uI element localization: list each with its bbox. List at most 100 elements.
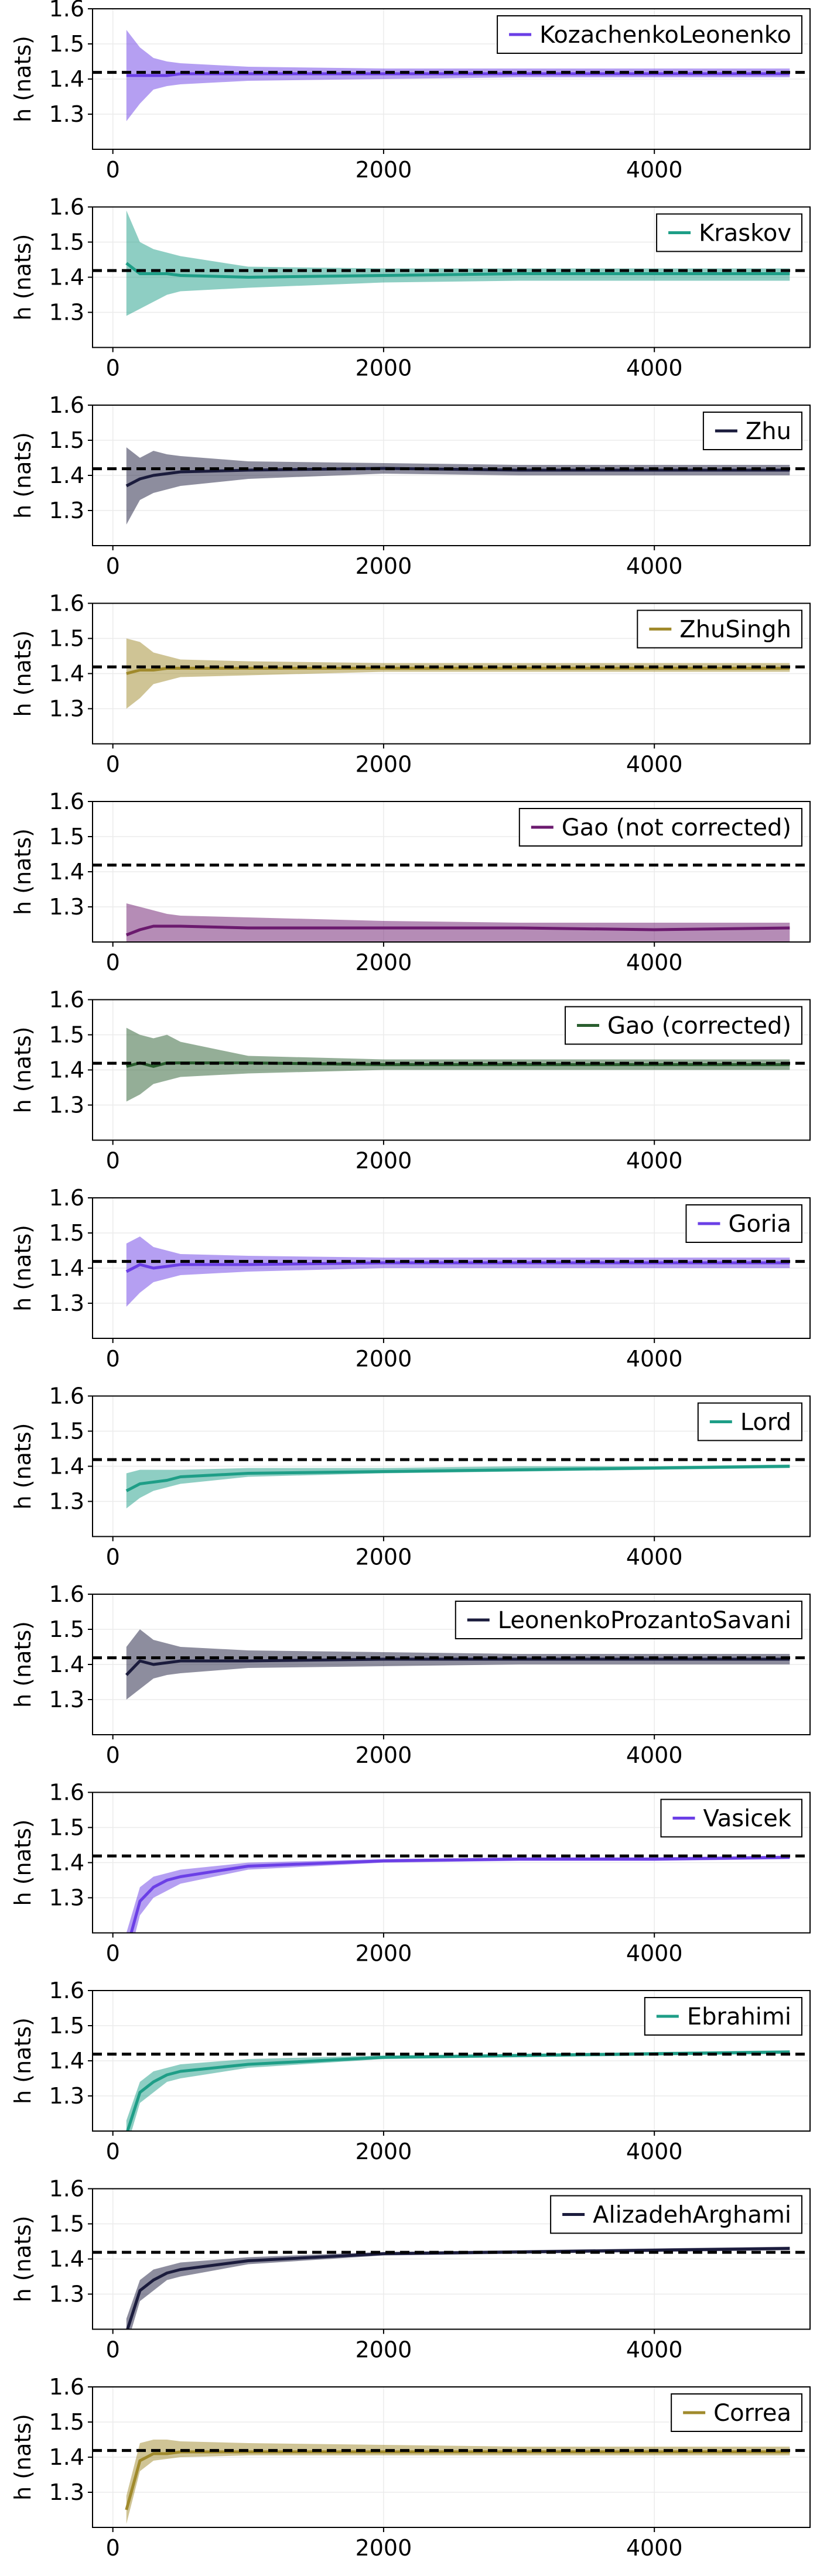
y-tick-label: 1.3 xyxy=(49,1687,84,1712)
y-tick-label: 1.6 xyxy=(49,1978,84,2003)
legend: Correa xyxy=(671,2393,802,2432)
legend: Vasicek xyxy=(660,1799,802,1838)
y-tick-label: 1.3 xyxy=(49,2282,84,2307)
y-tick-label: 1.5 xyxy=(49,1220,84,1246)
x-tick-label: 0 xyxy=(106,1346,120,1372)
plot-content xyxy=(93,210,810,316)
legend: KozachenkoLeonenko xyxy=(497,15,802,54)
y-tick-label: 1.4 xyxy=(49,1255,84,1281)
x-tick-label: 4000 xyxy=(626,1941,683,1967)
x-tick-label: 0 xyxy=(106,1941,120,1967)
x-tick-label: 2000 xyxy=(356,1346,412,1372)
y-tick-label: 1.4 xyxy=(49,1057,84,1083)
y-axis-label: h (nats) xyxy=(10,1027,36,1114)
plot-content xyxy=(93,638,810,709)
plot-content xyxy=(93,2440,810,2524)
y-tick-label: 1.3 xyxy=(49,1290,84,1316)
legend-entry-label: ZhuSingh xyxy=(679,616,791,643)
y-axis-label: h (nats) xyxy=(10,1820,36,1906)
x-tick-label: 4000 xyxy=(626,950,683,975)
x-tick-label: 2000 xyxy=(356,553,412,579)
legend: Kraskov xyxy=(656,213,802,252)
y-tick-label: 1.4 xyxy=(49,463,84,488)
mean-line xyxy=(126,2050,790,2131)
plot-content xyxy=(93,1458,810,1509)
y-tick-label: 1.5 xyxy=(49,229,84,255)
chart-panel: 1.3 1.4 1.5 1.6 0 2000 4000 h (nats) Gao (not co… xyxy=(10,789,811,975)
plot-content xyxy=(93,30,810,121)
y-tick-label: 1.4 xyxy=(49,66,84,92)
y-tick-label: 1.6 xyxy=(49,789,84,814)
y-axis-label: h (nats) xyxy=(10,432,36,519)
x-tick-label: 4000 xyxy=(626,1148,683,1174)
y-tick-label: 1.3 xyxy=(49,1489,84,1515)
legend-box xyxy=(497,15,802,54)
legend-entry-label: Lord xyxy=(740,1409,791,1436)
y-axis-label: h (nats) xyxy=(10,1225,36,1311)
y-axis-label: h (nats) xyxy=(10,36,36,122)
x-tick-label: 4000 xyxy=(626,2139,683,2164)
confidence-band xyxy=(126,903,790,942)
y-tick-label: 1.4 xyxy=(49,265,84,290)
x-tick-label: 0 xyxy=(106,2139,120,2164)
chart-panel: 1.3 1.4 1.5 1.6 0 2000 4000 h (nats) Correa xyxy=(10,2374,811,2561)
y-tick-label: 1.6 xyxy=(49,392,84,418)
x-tick-label: 4000 xyxy=(626,1742,683,1768)
x-tick-label: 2000 xyxy=(356,950,412,975)
y-tick-label: 1.4 xyxy=(49,1652,84,1677)
y-tick-label: 1.6 xyxy=(49,987,84,1013)
mean-line xyxy=(126,2247,790,2330)
x-tick-label: 4000 xyxy=(626,2535,683,2561)
y-tick-label: 1.5 xyxy=(49,626,84,652)
x-tick-label: 4000 xyxy=(626,355,683,381)
y-tick-label: 1.5 xyxy=(49,824,84,849)
chart-panel: 1.3 1.4 1.5 1.6 0 2000 4000 h (nats) KozachenkoL… xyxy=(10,0,811,183)
confidence-band xyxy=(126,1464,790,1509)
y-tick-label: 1.4 xyxy=(49,1454,84,1479)
plot-content xyxy=(93,2050,810,2131)
legend-entry-label: Goria xyxy=(728,1211,791,1238)
y-tick-label: 1.3 xyxy=(49,300,84,326)
y-tick-label: 1.5 xyxy=(49,1815,84,1841)
mean-line xyxy=(125,467,790,488)
x-tick-label: 4000 xyxy=(626,1346,683,1372)
y-axis-label: h (nats) xyxy=(10,2414,36,2500)
legend-entry-label: LeonenkoProzantoSavani xyxy=(498,1607,791,1634)
y-tick-label: 1.5 xyxy=(49,1022,84,1048)
x-tick-label: 0 xyxy=(106,1544,120,1570)
y-tick-label: 1.3 xyxy=(49,2083,84,2109)
confidence-band xyxy=(126,638,790,709)
y-tick-label: 1.3 xyxy=(49,1885,84,1911)
chart-panel: 1.3 1.4 1.5 1.6 0 2000 4000 h (nats) ZhuSingh xyxy=(10,591,811,777)
legend-entry-label: Zhu xyxy=(746,418,791,445)
chart-panel: 1.3 1.4 1.5 1.6 0 2000 4000 h (nats) Lord xyxy=(10,1383,811,1570)
y-tick-label: 1.4 xyxy=(49,2246,84,2272)
y-tick-label: 1.3 xyxy=(49,2479,84,2505)
legend-entry-label: AlizadehArghami xyxy=(593,2202,791,2229)
y-tick-label: 1.4 xyxy=(49,2048,84,2074)
mean-line xyxy=(125,262,790,279)
y-axis-label: h (nats) xyxy=(10,1621,36,1708)
y-tick-label: 1.5 xyxy=(49,427,84,453)
legend: ZhuSingh xyxy=(637,609,802,649)
confidence-band xyxy=(126,2440,790,2524)
legend-entry-label: Gao (not corrected) xyxy=(562,814,791,841)
mean-line xyxy=(125,924,790,937)
y-tick-label: 1.4 xyxy=(49,2444,84,2470)
confidence-band xyxy=(126,1629,790,1700)
y-axis-label: h (nats) xyxy=(10,234,36,321)
legend-box xyxy=(565,1006,802,1045)
legend: Gao (corrected) xyxy=(565,1006,802,1045)
y-tick-label: 1.4 xyxy=(49,859,84,885)
legend: LeonenkoProzantoSavani xyxy=(455,1601,802,1639)
x-tick-label: 4000 xyxy=(626,157,683,183)
y-tick-label: 1.6 xyxy=(49,591,84,616)
x-tick-label: 4000 xyxy=(626,1544,683,1570)
x-tick-label: 2000 xyxy=(356,2535,412,2561)
legend-box xyxy=(550,2195,802,2234)
y-tick-label: 1.3 xyxy=(49,101,84,127)
plot-content xyxy=(93,447,810,525)
y-tick-label: 1.5 xyxy=(49,1419,84,1444)
legend: Lord xyxy=(697,1402,802,1441)
legend-entry-label: Gao (corrected) xyxy=(607,1013,791,1040)
